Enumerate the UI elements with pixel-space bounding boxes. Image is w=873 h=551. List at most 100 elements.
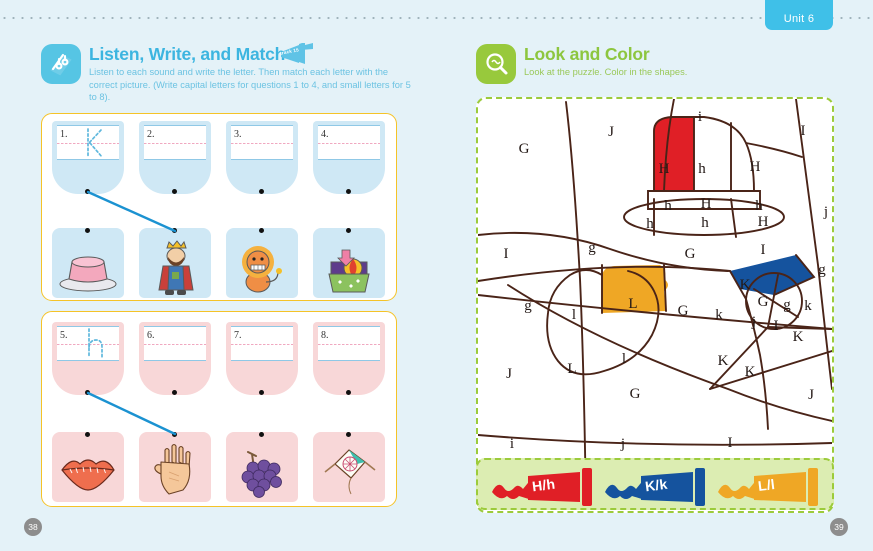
match-dot-write-1[interactable] (85, 189, 90, 194)
page-number-left: 38 (24, 518, 42, 536)
unit-badge-label: Unit 6 (783, 13, 815, 25)
left-page-title: Listen, Write, and Match (89, 44, 286, 64)
write-card-number: 3. (234, 129, 242, 140)
match-dot-write-4[interactable] (346, 189, 351, 194)
puzzle-letter: I (728, 435, 733, 451)
puzzle-letter: j (620, 436, 625, 452)
match-dot-picture-1[interactable] (85, 228, 90, 233)
traced-letter-K (87, 128, 103, 158)
write-lines: 4. (318, 125, 380, 160)
write-lines: 1. (57, 125, 119, 160)
picture-card-jelly[interactable] (52, 228, 124, 298)
write-lines: 5. (57, 326, 119, 361)
write-card-1[interactable]: 1. (52, 121, 124, 194)
color-legend: H/h K/k L/l (476, 458, 834, 510)
match-dot-write-3[interactable] (259, 189, 264, 194)
picture-card-box[interactable] (313, 228, 385, 298)
write-card-number: 5. (60, 330, 68, 341)
write-card-3[interactable]: 3. (226, 121, 298, 194)
right-page-title: Look and Color (524, 44, 650, 64)
puzzle-letter: H (659, 161, 670, 177)
puzzle-letter: I (504, 246, 509, 262)
grapes-icon (241, 451, 282, 498)
puzzle-outlines (478, 99, 832, 510)
jelly-icon (59, 256, 117, 292)
write-card-7[interactable]: 7. (226, 322, 298, 395)
hand-icon (154, 443, 191, 495)
write-lines: 7. (231, 326, 293, 361)
right-page-subtitle: Look at the puzzle. Color in the shapes. (524, 67, 688, 77)
match-dot-picture-2[interactable] (172, 228, 177, 233)
legend-item-0[interactable]: H/h (488, 466, 600, 506)
write-card-6[interactable]: 6. (139, 322, 211, 395)
puzzle-letter: L (628, 296, 637, 312)
match-dot-write-6[interactable] (172, 390, 177, 395)
king-icon (158, 240, 194, 295)
write-lines: 3. (231, 125, 293, 160)
kite-icon (324, 449, 376, 495)
puzzle-letter: j (823, 204, 828, 220)
write-card-4[interactable]: 4. (313, 121, 385, 194)
match-dot-picture-6[interactable] (172, 432, 177, 437)
puzzle-letter: G (685, 246, 696, 262)
puzzle-letter: h (646, 216, 654, 232)
picture-card-lion[interactable] (226, 228, 298, 298)
puzzle-letter: h (664, 198, 672, 214)
right-section-header: Look and Color Look at the puzzle. Color… (476, 44, 836, 124)
legend-item-1[interactable]: K/k (601, 466, 713, 506)
picture-card-lips[interactable] (52, 432, 124, 502)
picture-card-kite[interactable] (313, 432, 385, 502)
page-number-right: 39 (830, 518, 848, 536)
left-section-header: Listen, Write, and Match Listen to each … (41, 44, 421, 124)
puzzle-letter: g (588, 240, 596, 256)
puzzle-letter: i (698, 109, 702, 125)
picture-card-hand[interactable] (139, 432, 211, 502)
match-dot-write-7[interactable] (259, 390, 264, 395)
write-card-5[interactable]: 5. (52, 322, 124, 395)
puzzle-letter: j (751, 314, 756, 330)
match-dot-picture-8[interactable] (346, 432, 351, 437)
picture-card-grapes[interactable] (226, 432, 298, 502)
match-dot-write-8[interactable] (346, 390, 351, 395)
write-card-number: 4. (321, 129, 329, 140)
box-with-ball-icon (328, 249, 370, 293)
picture-card-king[interactable] (139, 228, 211, 298)
lips-icon (61, 459, 115, 491)
match-dot-picture-4[interactable] (346, 228, 351, 233)
paint-tube-icon (492, 468, 592, 506)
write-card-number: 6. (147, 330, 155, 341)
match-dot-write-5[interactable] (85, 390, 90, 395)
legend-label-2: L/l (757, 476, 776, 494)
puzzle-letter: k (715, 307, 723, 323)
write-card-8[interactable]: 8. (313, 322, 385, 395)
puzzle-letter: l (572, 307, 576, 323)
track-badge: track 15 (279, 42, 315, 65)
write-card-number: 8. (321, 330, 329, 341)
midline (144, 344, 206, 345)
puzzle-letter: l (622, 351, 626, 367)
puzzle-letter: K (740, 277, 751, 293)
legend-label-0: H/h (531, 475, 557, 495)
unit-badge: Unit 6 (765, 0, 833, 30)
paint-tube-icon (605, 468, 705, 506)
match-dot-write-2[interactable] (172, 189, 177, 194)
write-card-2[interactable]: 2. (139, 121, 211, 194)
puzzle-letter: J (608, 124, 614, 140)
midline (144, 143, 206, 144)
puzzle-letter: I (761, 242, 766, 258)
puzzle-letter: I (774, 318, 779, 334)
puzzle-letter: g (524, 298, 532, 314)
region-L-orange (602, 265, 668, 313)
puzzle-letter: g (818, 262, 826, 278)
puzzle-letter: I (801, 123, 806, 139)
match-dot-picture-5[interactable] (85, 432, 90, 437)
puzzle-letter: L (567, 361, 576, 377)
match-dot-picture-7[interactable] (259, 432, 264, 437)
write-lines: 2. (144, 125, 206, 160)
match-dot-picture-3[interactable] (259, 228, 264, 233)
legend-item-2[interactable]: L/l (714, 466, 826, 506)
